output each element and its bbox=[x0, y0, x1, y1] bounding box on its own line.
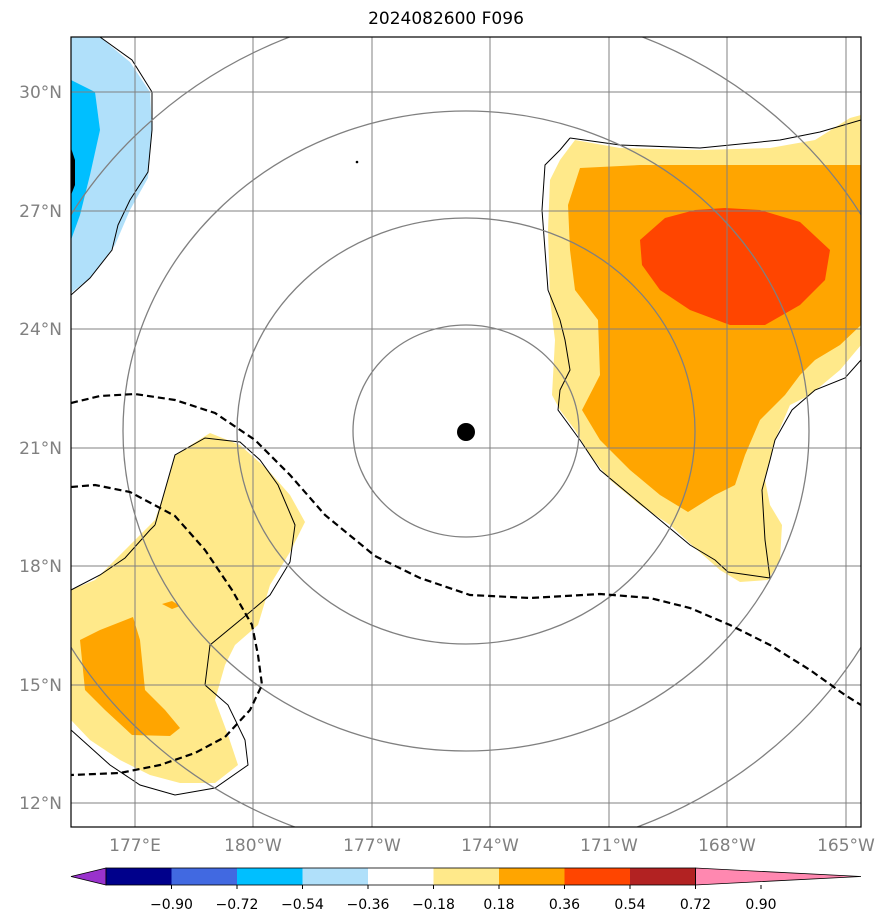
map-frame bbox=[70, 36, 862, 828]
colorbar-tick-label: −0.72 bbox=[216, 897, 259, 913]
colorbar-frame bbox=[105, 867, 696, 886]
positive-anomaly-fill-east bbox=[548, 115, 861, 582]
lon-label: 177°E bbox=[109, 836, 161, 856]
colorbar-tick-label: 0.36 bbox=[549, 897, 580, 913]
colorbar-tick-label: 0.18 bbox=[483, 897, 514, 913]
lat-label: 18°N bbox=[19, 557, 62, 577]
lat-label: 12°N bbox=[19, 794, 62, 814]
latitude-labels: 30°N 27°N 24°N 21°N 18°N 15°N 12°N bbox=[19, 83, 62, 814]
lon-label: 165°W bbox=[817, 836, 875, 856]
colorbar-segment bbox=[171, 868, 238, 885]
colorbar-segment bbox=[237, 868, 303, 885]
colorbar-tick-label: 0.54 bbox=[614, 897, 645, 913]
lon-label: 177°W bbox=[343, 836, 401, 856]
lat-label: 27°N bbox=[19, 202, 62, 222]
lat-label: 24°N bbox=[19, 320, 62, 340]
dashed-contour-lines bbox=[71, 392, 861, 777]
range-rings bbox=[71, 37, 861, 827]
colorbar-segment bbox=[368, 868, 434, 885]
tiny-contour-dot bbox=[355, 160, 359, 164]
colorbar-segment bbox=[302, 868, 369, 885]
colorbar-segment bbox=[499, 868, 565, 885]
colorbar-segment bbox=[106, 868, 172, 885]
colorbar-tick-label: 0.90 bbox=[745, 897, 776, 913]
graticule bbox=[71, 37, 861, 827]
colorbar-tick-label: −0.36 bbox=[347, 897, 390, 913]
colorbar-tick-label: −0.90 bbox=[150, 897, 193, 913]
storm-center-marker bbox=[457, 423, 475, 441]
lon-label: 174°W bbox=[461, 836, 519, 856]
negative-anomaly-fill bbox=[71, 37, 152, 293]
colorbar-segment bbox=[564, 868, 631, 885]
lat-label: 21°N bbox=[19, 439, 62, 459]
colorbar-extend-high bbox=[695, 867, 862, 886]
colorbar-segment bbox=[433, 868, 500, 885]
colorbar-segment bbox=[630, 868, 696, 885]
colorbar-tick-label: −0.18 bbox=[412, 897, 455, 913]
lat-label: 15°N bbox=[19, 676, 62, 696]
lon-label: 168°W bbox=[698, 836, 756, 856]
zero-contour-lines bbox=[71, 37, 861, 796]
lat-label: 30°N bbox=[19, 83, 62, 103]
map-title: 2024082600 F096 bbox=[368, 9, 524, 29]
colorbar: −0.90 −0.72 −0.54 −0.36 −0.18 0.18 0.36 0.54 0.7… bbox=[70, 867, 862, 913]
lon-label: 171°W bbox=[580, 836, 638, 856]
colorbar-tick-label: 0.72 bbox=[680, 897, 711, 913]
colorbar-tick-label: −0.54 bbox=[281, 897, 324, 913]
colorbar-extend-low bbox=[70, 867, 107, 886]
map-plot-area bbox=[71, 37, 861, 827]
positive-anomaly-fill-west bbox=[71, 433, 305, 783]
longitude-labels: 177°E 180°W 177°W 174°W 171°W 168°W 165°… bbox=[109, 836, 875, 856]
lon-label: 180°W bbox=[224, 836, 282, 856]
